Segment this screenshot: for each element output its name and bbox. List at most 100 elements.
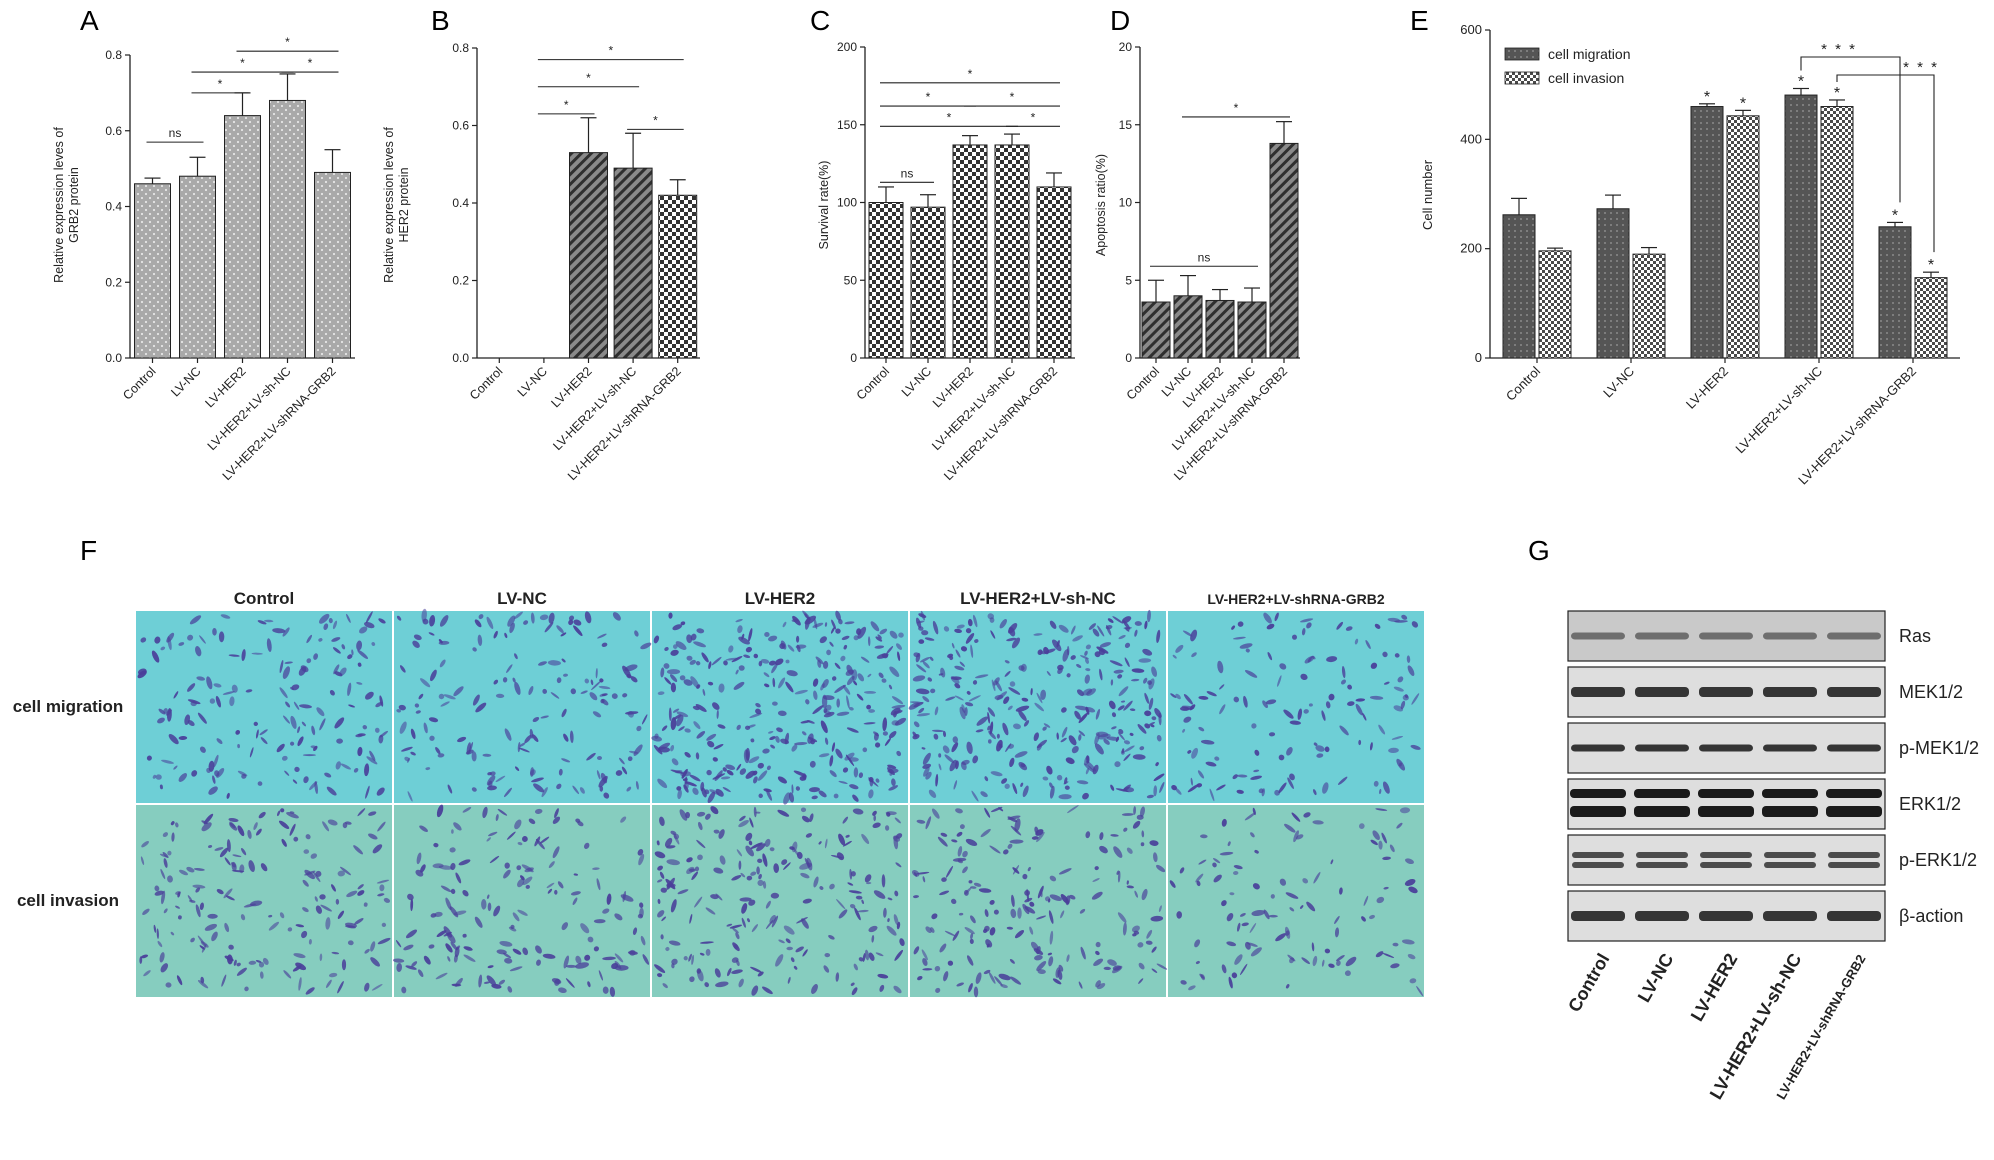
stained-cell — [1252, 883, 1260, 890]
stained-cell — [176, 975, 183, 986]
stained-cell — [222, 691, 235, 695]
stained-cell — [1289, 773, 1295, 781]
stained-cell — [1153, 785, 1158, 797]
stained-cell — [591, 680, 602, 691]
stained-cell — [1010, 976, 1022, 985]
stained-cell — [1231, 625, 1235, 630]
stained-cell — [213, 683, 222, 688]
bar — [613, 167, 653, 359]
stained-cell — [831, 676, 837, 681]
stained-cell — [715, 788, 724, 797]
stained-cell — [1158, 712, 1162, 726]
stained-cell — [598, 775, 608, 788]
stained-cell — [1416, 986, 1424, 997]
stained-cell — [140, 637, 147, 643]
stained-cell — [1409, 978, 1417, 984]
stained-cell — [524, 734, 532, 744]
stained-cell — [297, 736, 304, 747]
x-tick-label: Control — [854, 364, 892, 402]
stained-cell — [193, 867, 205, 871]
stained-cell — [1115, 736, 1119, 743]
stained-cell — [1297, 708, 1303, 720]
stained-cell — [962, 866, 968, 874]
stained-cell — [292, 965, 302, 972]
stained-cell — [924, 637, 935, 641]
stained-cell — [504, 632, 508, 639]
stained-cell — [370, 957, 380, 967]
significance-bracket — [1836, 74, 1935, 253]
stained-cell — [1312, 955, 1318, 967]
stained-cell — [959, 706, 966, 720]
stained-cell — [523, 620, 529, 625]
stained-cell — [212, 628, 217, 636]
stained-cell — [1022, 903, 1030, 915]
stained-cell — [886, 925, 897, 936]
stained-cell — [1291, 812, 1301, 822]
stained-cell — [580, 690, 588, 694]
stained-cell — [952, 736, 959, 744]
stained-cell — [1262, 700, 1269, 709]
stained-cell — [756, 843, 766, 852]
stained-cell — [853, 635, 859, 641]
stained-cell — [1158, 905, 1162, 912]
stained-cell — [868, 709, 875, 713]
stained-cell — [239, 864, 245, 874]
y-tick-label: 0.0 — [452, 351, 469, 365]
stained-cell — [302, 907, 309, 913]
stained-cell — [226, 954, 233, 965]
protein-band — [1572, 852, 1624, 858]
stained-cell — [1216, 784, 1226, 791]
stained-cell — [783, 792, 791, 805]
stained-cell — [951, 742, 959, 753]
protein-band — [1634, 789, 1690, 798]
stained-cell — [656, 840, 660, 846]
stained-cell — [1375, 951, 1384, 958]
stained-cell — [1219, 851, 1234, 856]
stained-cell — [401, 986, 407, 994]
protein-band — [1698, 806, 1754, 817]
stained-cell — [863, 722, 876, 725]
stained-cell — [335, 898, 340, 905]
y-tick-label: 0 — [850, 351, 857, 365]
stained-cell — [755, 702, 761, 708]
stained-cell — [331, 951, 340, 955]
stained-cell — [450, 941, 458, 951]
stained-cell — [696, 968, 702, 974]
stained-cell — [319, 953, 323, 962]
micrograph-tile — [1168, 611, 1424, 803]
stained-cell — [1401, 939, 1415, 945]
stained-cell — [299, 704, 312, 709]
stained-cell — [1151, 946, 1157, 953]
stained-cell — [1071, 746, 1079, 754]
stained-cell — [249, 747, 254, 758]
stained-cell — [356, 640, 363, 651]
stained-cell — [1236, 789, 1244, 794]
stained-cell — [778, 677, 786, 689]
stained-cell — [507, 615, 516, 627]
protein-band — [1636, 862, 1688, 868]
micrograph-tile — [908, 609, 1166, 803]
stained-cell — [842, 840, 852, 847]
stained-cell — [1009, 958, 1015, 964]
stained-cell — [762, 986, 773, 995]
stained-cell — [208, 760, 215, 772]
stained-cell — [315, 870, 322, 877]
stained-cell — [1118, 728, 1124, 735]
stained-cell — [458, 859, 471, 866]
stained-cell — [1175, 693, 1181, 700]
significance-label: * — [926, 90, 931, 104]
stained-cell — [437, 753, 445, 758]
stained-cell — [957, 846, 963, 857]
stained-cell — [311, 725, 316, 736]
bar — [1502, 214, 1536, 359]
stained-cell — [702, 688, 706, 696]
stained-cell — [964, 702, 974, 707]
stained-cell — [1358, 739, 1362, 746]
stained-cell — [259, 729, 268, 736]
stained-cell — [173, 765, 178, 770]
stained-cell — [973, 986, 979, 998]
stained-cell — [913, 946, 920, 955]
stained-cell — [800, 807, 807, 813]
stained-cell — [764, 838, 771, 847]
stained-cell — [489, 771, 496, 776]
